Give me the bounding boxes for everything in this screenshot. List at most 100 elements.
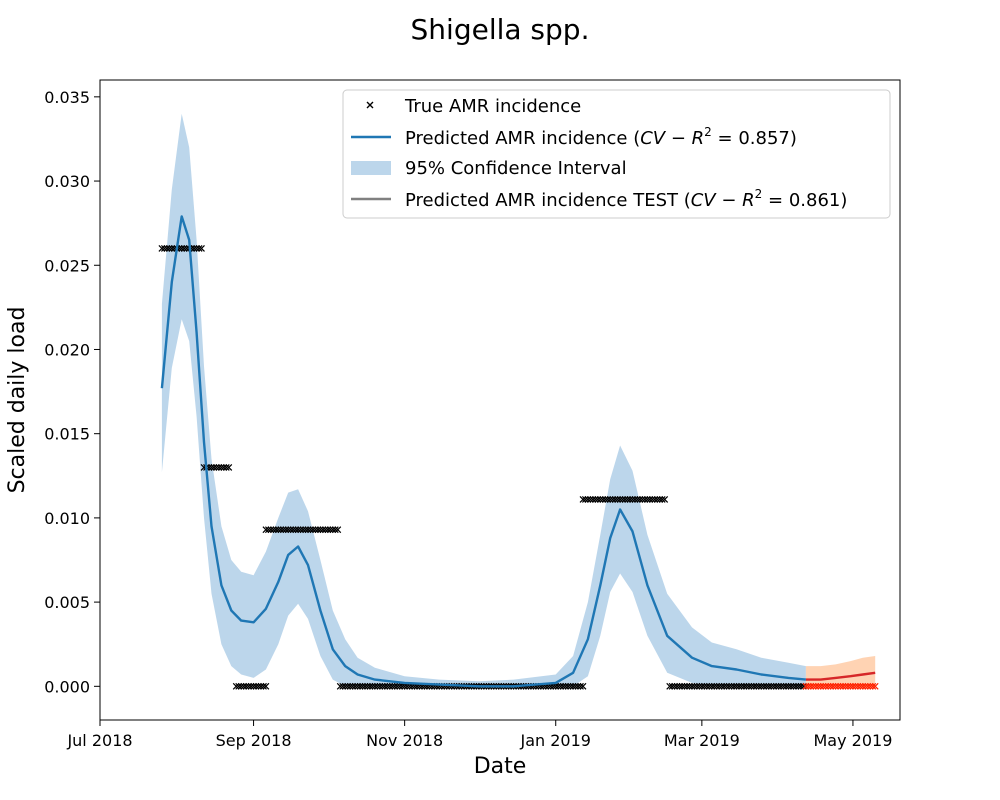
true-incidence-marker: [723, 682, 731, 690]
true-incidence-marker: [160, 244, 168, 252]
true-incidence-marker: [287, 526, 295, 534]
legend-entry-test: Predicted AMR incidence TEST (CV − R2 = …: [405, 187, 847, 211]
true-incidence-marker: [329, 526, 337, 534]
true-incidence-marker: [752, 682, 760, 690]
true-incidence-marker: [190, 244, 198, 252]
true-incidence-marker: [326, 526, 334, 534]
true-incidence-marker: [252, 682, 260, 690]
x-tick-label: Jan 2019: [519, 731, 590, 750]
legend-swatch-true: [366, 101, 374, 109]
true-incidence-marker: [282, 526, 290, 534]
true-incidence-marker: [255, 682, 262, 690]
legend-entry-predicted: Predicted AMR incidence (CV − R2 = 0.857…: [405, 125, 797, 149]
true-incidence-marker: [824, 682, 832, 690]
true-incidence-marker: [742, 682, 750, 690]
confidence-band: [161, 113, 806, 687]
true-incidence-marker: [381, 682, 389, 690]
true-incidence-marker: [772, 682, 780, 690]
x-tick-label: Sep 2018: [216, 731, 292, 750]
true-incidence-marker: [292, 526, 300, 534]
true-incidence-marker: [611, 495, 619, 503]
true-incidence-marker: [767, 682, 775, 690]
true-incidence-marker: [574, 682, 582, 690]
true-incidence-marker: [237, 682, 245, 690]
true-incidence-marker: [683, 682, 691, 690]
true-incidence-marker: [378, 682, 386, 690]
true-incidence-marker: [646, 495, 654, 503]
true-incidence-marker: [790, 682, 797, 690]
true-incidence-marker: [604, 495, 612, 503]
true-incidence-marker: [572, 682, 579, 690]
true-incidence-marker: [720, 682, 728, 690]
true-incidence-marker: [222, 463, 230, 471]
true-incidence-marker: [339, 682, 347, 690]
true-incidence-marker: [718, 682, 726, 690]
true-incidence-marker: [842, 682, 849, 690]
true-incidence-marker: [626, 495, 634, 503]
true-incidence-marker: [312, 526, 319, 534]
true-incidence-marker: [671, 682, 679, 690]
true-incidence-marker: [658, 495, 666, 503]
true-incidence-marker: [299, 526, 307, 534]
true-incidence-marker: [728, 682, 736, 690]
true-incidence-marker: [643, 495, 651, 503]
true-incidence-marker: [371, 682, 379, 690]
true-incidence-marker: [178, 244, 186, 252]
legend-box: [342, 89, 891, 219]
y-tick-label: 0.030: [44, 172, 90, 191]
true-incidence-marker: [864, 682, 872, 690]
true-incidence-marker: [686, 682, 693, 690]
true-incidence-marker: [267, 526, 275, 534]
true-incidence-marker: [693, 682, 701, 690]
true-incidence-marker: [837, 682, 845, 690]
true-incidence-marker: [614, 495, 622, 503]
true-incidence-marker: [661, 495, 669, 503]
true-incidence-marker: [567, 682, 575, 690]
true-incidence-marker: [307, 526, 314, 534]
true-incidence-marker: [279, 526, 287, 534]
true-incidence-marker: [277, 526, 285, 534]
axes: Jul 2018 Sep 2018 Nov 2018 Jan 2019 Mar 2019…: [44, 88, 892, 750]
true-incidence-marker: [624, 495, 632, 503]
true-incidence-marker: [648, 495, 656, 503]
true-incidence-marker: [606, 495, 614, 503]
true-incidence-marker: [871, 682, 879, 690]
true-incidence-marker: [559, 682, 567, 690]
true-incidence-marker: [341, 682, 349, 690]
true-incidence-marker: [839, 682, 847, 690]
true-incidence-marker: [289, 526, 297, 534]
true-incidence-marker: [609, 495, 617, 503]
true-incidence-marker: [215, 463, 223, 471]
true-incidence-marker: [802, 682, 810, 690]
true-incidence-marker: [638, 495, 646, 503]
y-tick-label: 0.020: [44, 340, 90, 359]
true-incidence-marker: [678, 682, 686, 690]
true-incidence-marker: [373, 682, 381, 690]
x-tick-label: Jul 2018: [66, 731, 132, 750]
true-incidence-marker: [163, 244, 171, 252]
true-incidence-marker: [195, 244, 203, 252]
true-incidence-marker: [827, 682, 835, 690]
true-incidence-marker: [264, 526, 272, 534]
true-incidence-marker: [861, 682, 869, 690]
true-incidence-marker: [636, 495, 644, 503]
true-incidence-test-markers: [802, 682, 879, 690]
true-incidence-marker: [619, 495, 627, 503]
true-incidence-marker: [361, 682, 369, 690]
y-tick-label: 0.010: [44, 509, 90, 528]
true-incidence-marker: [354, 682, 362, 690]
x-tick-label: May 2019: [813, 731, 892, 750]
true-incidence-marker: [562, 682, 570, 690]
true-incidence-marker: [690, 682, 698, 690]
true-incidence-marker: [586, 495, 594, 503]
true-incidence-marker: [245, 682, 253, 690]
true-incidence-marker: [775, 682, 783, 690]
true-incidence-marker: [269, 526, 277, 534]
true-incidence-marker: [770, 682, 778, 690]
true-incidence-marker: [331, 526, 339, 534]
true-incidence-marker: [730, 682, 738, 690]
true-incidence-marker: [284, 526, 292, 534]
true-incidence-marker: [168, 244, 176, 252]
true-incidence-marker: [832, 682, 840, 690]
